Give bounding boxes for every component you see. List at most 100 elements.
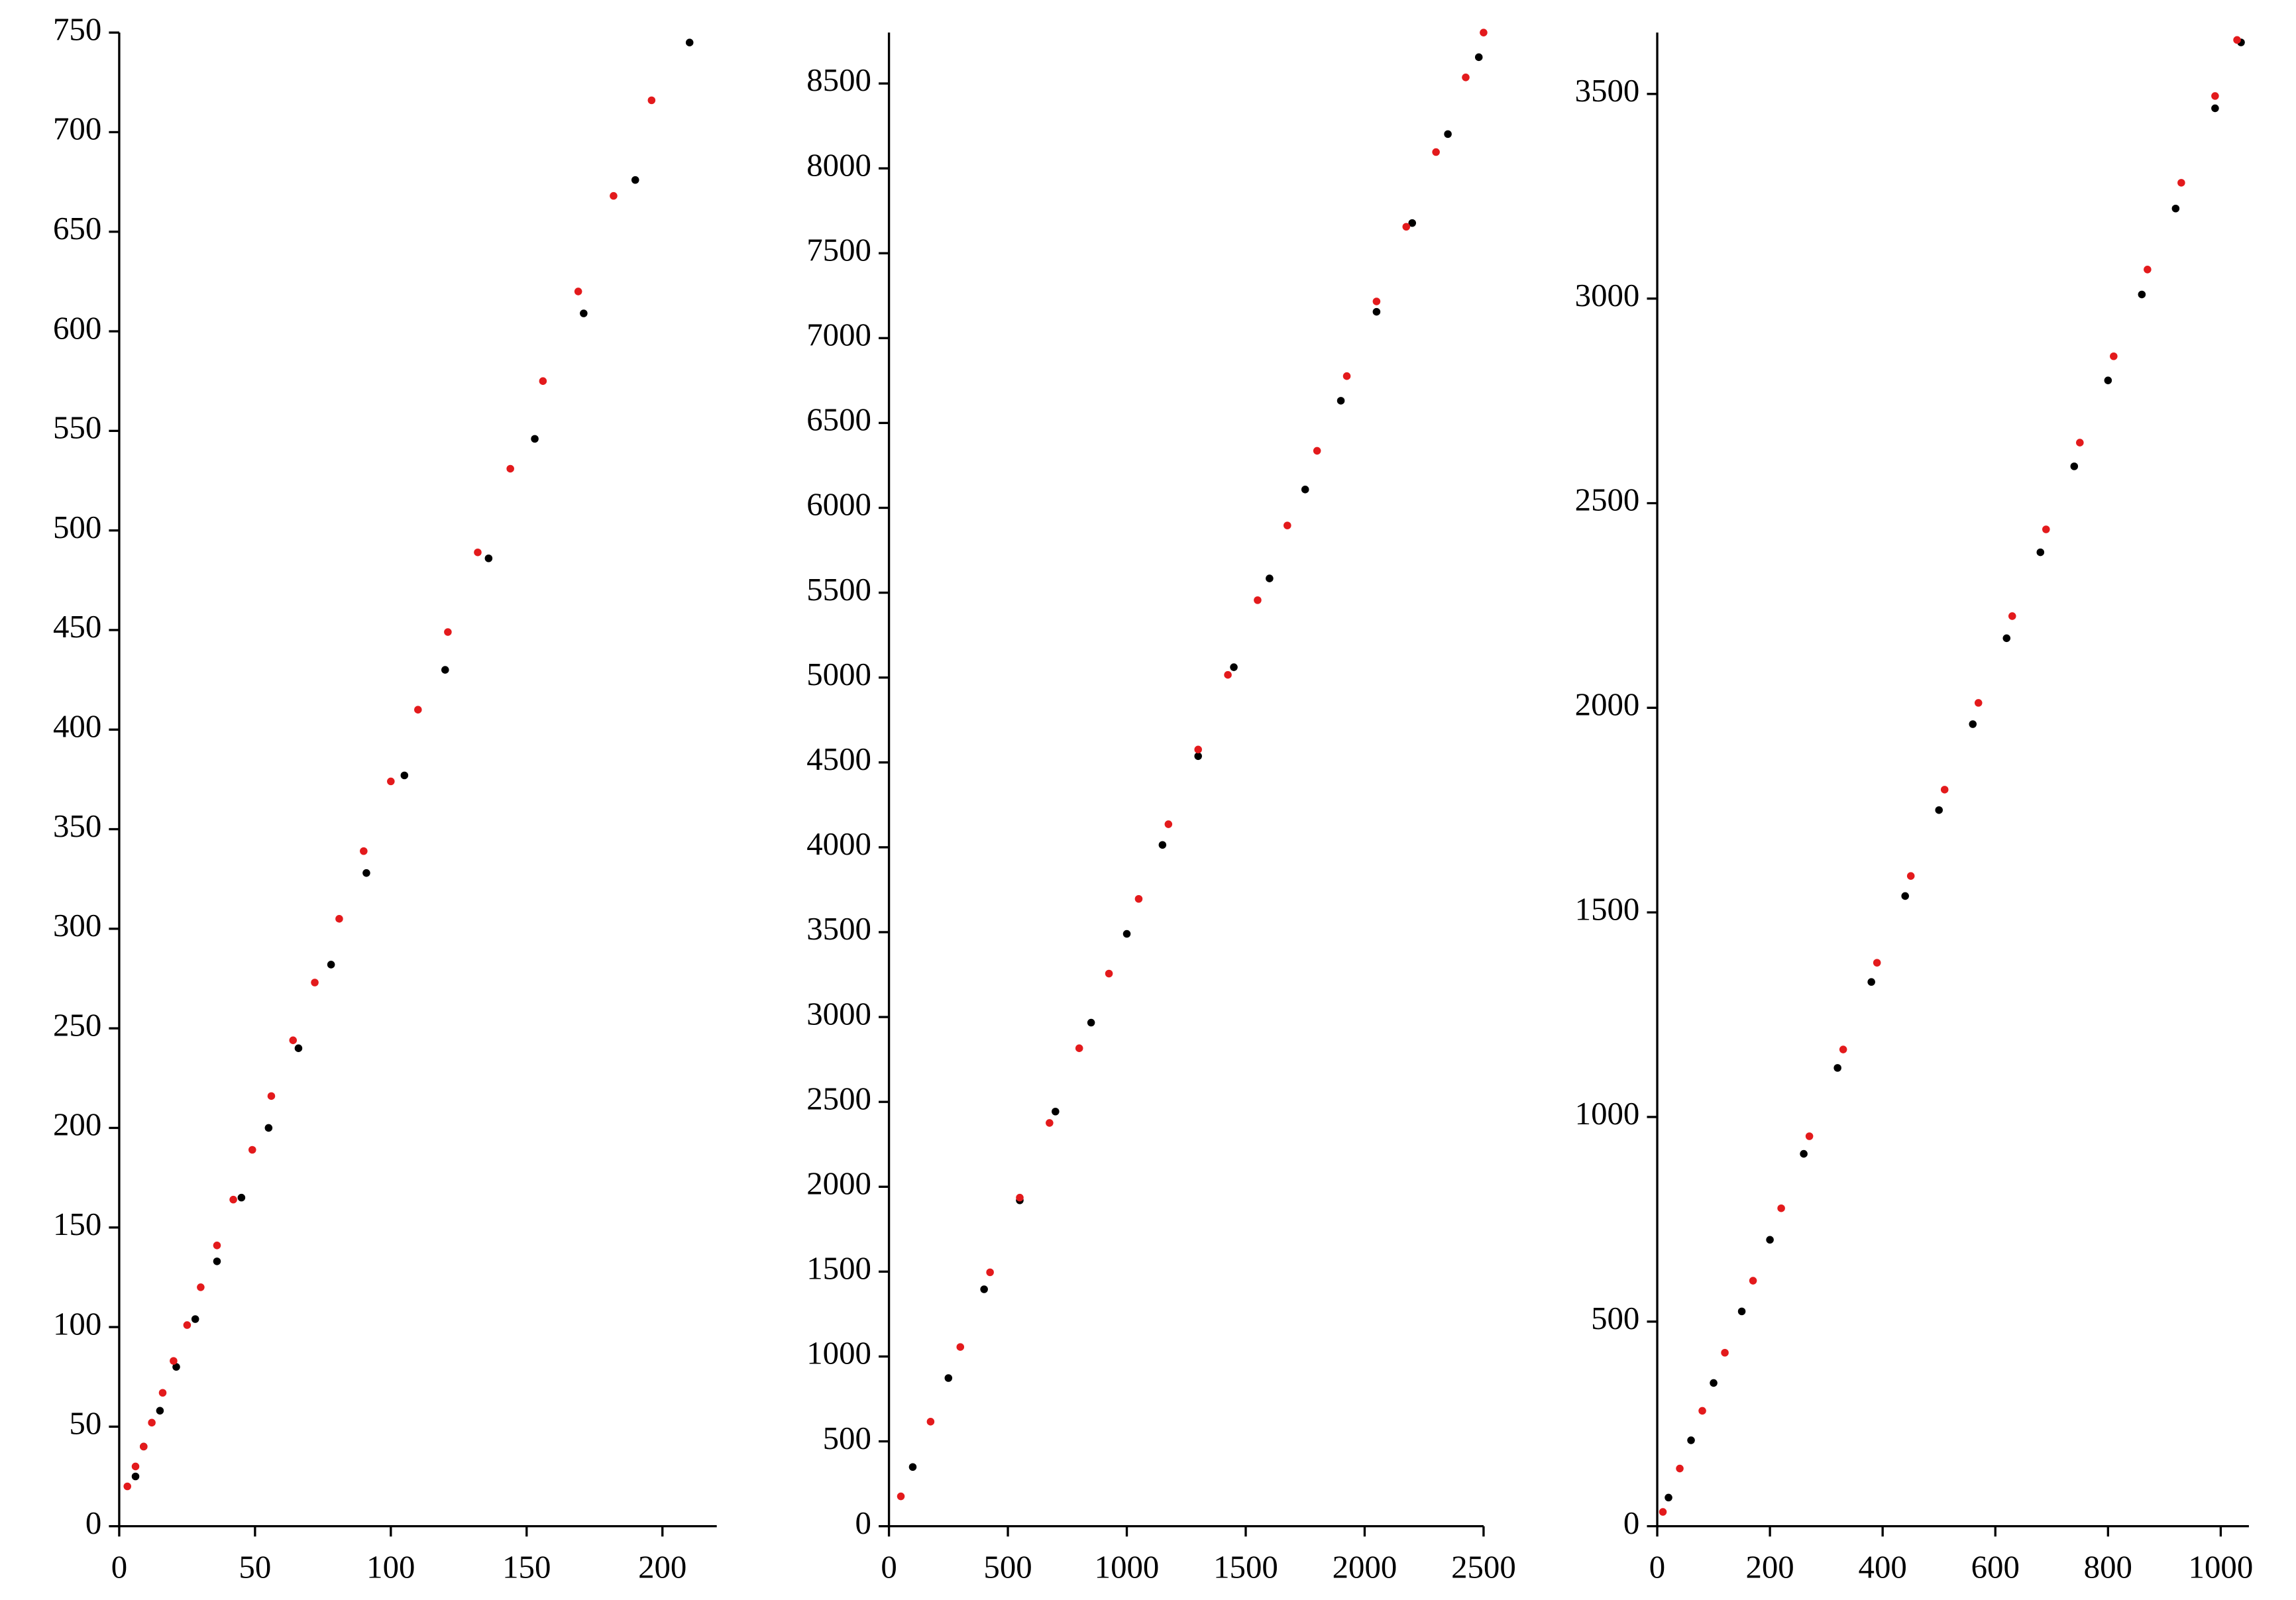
y-tick-label: 7500 (806, 231, 871, 268)
y-tick-label: 1000 (806, 1335, 871, 1371)
scatter-point (148, 1418, 156, 1427)
y-tick-label: 8000 (806, 146, 871, 183)
scatter-point (986, 1268, 994, 1277)
scatter-point (294, 1044, 303, 1052)
scatter-point (1134, 894, 1143, 903)
scatter-point (264, 1124, 273, 1132)
y-tick-label: 4500 (806, 741, 871, 777)
scatter-point (444, 628, 452, 636)
scatter-point (580, 309, 588, 317)
scatter-point (1687, 1436, 1695, 1444)
x-tick-label: 500 (983, 1548, 1032, 1585)
scatter-point (2036, 548, 2045, 557)
scatter-point (1402, 223, 1411, 231)
scatter-point (229, 1195, 237, 1204)
scatter-point (1659, 1508, 1667, 1516)
y-tick-label: 3500 (1575, 72, 1640, 109)
scatter-point (360, 847, 368, 855)
x-tick-label: 600 (1971, 1548, 2020, 1585)
y-tick-label: 100 (53, 1305, 101, 1342)
x-tick-label: 1500 (1213, 1548, 1278, 1585)
y-tick-label: 250 (53, 1006, 101, 1043)
x-tick-label: 0 (1649, 1548, 1665, 1585)
scatter-point (1284, 521, 1291, 529)
y-tick-label: 2000 (806, 1165, 871, 1201)
scatter-point (1194, 752, 1202, 761)
y-tick-label: 3000 (1575, 277, 1640, 313)
x-tick-label: 200 (1745, 1548, 1794, 1585)
y-tick-label: 150 (53, 1206, 101, 1242)
scatter-point (267, 1092, 276, 1100)
y-tick-label: 550 (53, 409, 101, 446)
y-tick-label: 350 (53, 808, 101, 844)
scatter-point (2110, 352, 2118, 360)
scatter-point (140, 1442, 148, 1451)
y-tick-label: 6500 (806, 401, 871, 438)
y-tick-label: 400 (53, 708, 101, 744)
scatter-point (158, 1389, 167, 1397)
scatter-point (610, 191, 618, 200)
scatter-point (1230, 663, 1238, 671)
scatter-point (1665, 1493, 1672, 1502)
scatter-point (1105, 969, 1113, 978)
scatter-point (1194, 745, 1202, 754)
scatter-point (1698, 1407, 1706, 1415)
x-tick-label: 400 (1859, 1548, 1907, 1585)
scatter-point (2008, 612, 2016, 620)
scatter-point (2138, 290, 2146, 299)
scatter-point (631, 176, 639, 184)
scatter-point (311, 979, 319, 987)
scatter-point (1254, 596, 1262, 604)
scatter-point (1266, 574, 1274, 582)
scatter-point (1766, 1236, 1774, 1244)
scatter-point (1901, 892, 1909, 900)
scatter-point (387, 777, 395, 786)
scatter-point (1046, 1119, 1054, 1127)
scatter-point (1969, 720, 1977, 728)
y-tick-label: 2500 (806, 1080, 871, 1116)
x-tick-label: 800 (2084, 1548, 2132, 1585)
scatter-point (1676, 1464, 1684, 1473)
y-tick-label: 600 (53, 309, 101, 346)
scatter-point (1737, 1307, 1746, 1316)
scatter-point (123, 1482, 131, 1491)
scatter-point (327, 961, 335, 969)
scatter-point (1833, 1064, 1841, 1072)
y-tick-label: 7000 (806, 317, 871, 353)
y-tick-label: 8500 (806, 62, 871, 98)
scatter-point (131, 1462, 140, 1471)
scatter-point (539, 377, 547, 385)
scatter-point (1800, 1149, 1808, 1158)
scatter-point (414, 706, 422, 714)
scatter-point (1873, 959, 1881, 967)
scatter-point (1839, 1045, 1847, 1053)
scatter-point (531, 435, 539, 443)
y-tick-label: 450 (53, 608, 101, 645)
scatter-point (170, 1357, 178, 1365)
scatter-point (980, 1285, 988, 1293)
x-tick-label: 1000 (1095, 1548, 1160, 1585)
scatter-point (897, 1492, 905, 1501)
y-tick-label: 3000 (806, 995, 871, 1032)
scatter-point (2070, 462, 2079, 470)
y-tick-label: 5500 (806, 571, 871, 608)
scatter-point (2171, 204, 2180, 213)
y-tick-label: 0 (1623, 1505, 1639, 1541)
y-tick-label: 2000 (1575, 686, 1640, 723)
scatter-point (1016, 1193, 1024, 1202)
scatter-point (1940, 786, 1949, 794)
scatter-point (2076, 439, 2084, 447)
scatter-point (506, 464, 514, 473)
scatter-point (956, 1343, 965, 1351)
y-tick-label: 3500 (806, 910, 871, 947)
x-tick-label: 200 (638, 1548, 686, 1585)
scatter-point (926, 1418, 935, 1426)
scatter-point (484, 554, 493, 562)
scatter-point (197, 1283, 205, 1291)
scatter-point (1462, 74, 1470, 81)
y-tick-label: 2500 (1575, 482, 1640, 518)
scatter-point (400, 771, 409, 780)
scatter-point (1935, 806, 1943, 814)
scatter-point (1805, 1132, 1814, 1140)
